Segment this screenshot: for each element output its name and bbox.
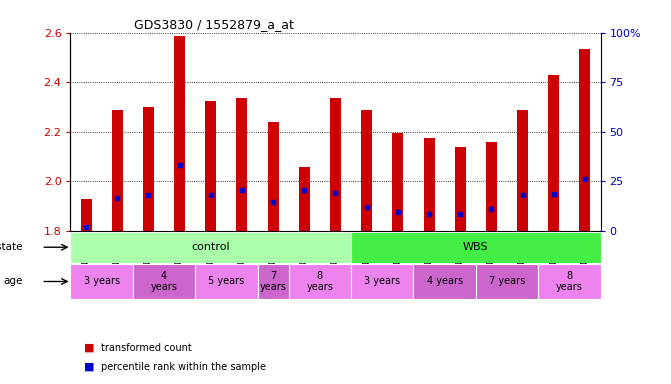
Bar — [299, 167, 310, 231]
Bar — [133, 264, 195, 299]
Bar — [258, 264, 289, 299]
Bar — [330, 98, 341, 231]
Bar — [517, 109, 528, 231]
Bar — [413, 264, 476, 299]
Text: transformed count: transformed count — [101, 343, 191, 353]
Bar — [580, 49, 590, 231]
Bar — [143, 107, 154, 231]
Text: 4
years: 4 years — [150, 271, 177, 292]
Bar — [268, 122, 278, 231]
Text: ■: ■ — [84, 362, 95, 372]
Text: 3 years: 3 years — [84, 276, 119, 286]
Bar — [81, 199, 91, 231]
Bar — [236, 98, 248, 231]
Bar — [205, 101, 216, 231]
Text: 3 years: 3 years — [364, 276, 401, 286]
Text: 8
years: 8 years — [307, 271, 333, 292]
Bar — [538, 264, 601, 299]
Text: 7 years: 7 years — [489, 276, 525, 286]
Bar — [548, 75, 559, 231]
Bar — [361, 109, 372, 231]
Bar — [423, 138, 435, 231]
Text: 7
years: 7 years — [260, 271, 287, 292]
Bar — [351, 264, 413, 299]
Bar — [70, 264, 133, 299]
Bar — [351, 232, 601, 263]
Text: 8
years: 8 years — [556, 271, 583, 292]
Text: age: age — [3, 276, 23, 286]
Bar — [195, 264, 258, 299]
Bar — [289, 264, 351, 299]
Bar — [455, 147, 466, 231]
Text: WBS: WBS — [463, 242, 488, 252]
Text: disease state: disease state — [0, 242, 23, 252]
Bar — [174, 36, 185, 231]
Bar — [70, 232, 351, 263]
Text: control: control — [191, 242, 230, 252]
Text: 5 years: 5 years — [208, 276, 244, 286]
Bar — [393, 133, 403, 231]
Bar — [112, 109, 123, 231]
Text: percentile rank within the sample: percentile rank within the sample — [101, 362, 266, 372]
Text: 4 years: 4 years — [427, 276, 463, 286]
Bar — [476, 264, 538, 299]
Bar — [486, 142, 497, 231]
Text: ■: ■ — [84, 343, 95, 353]
Text: GDS3830 / 1552879_a_at: GDS3830 / 1552879_a_at — [134, 18, 294, 31]
